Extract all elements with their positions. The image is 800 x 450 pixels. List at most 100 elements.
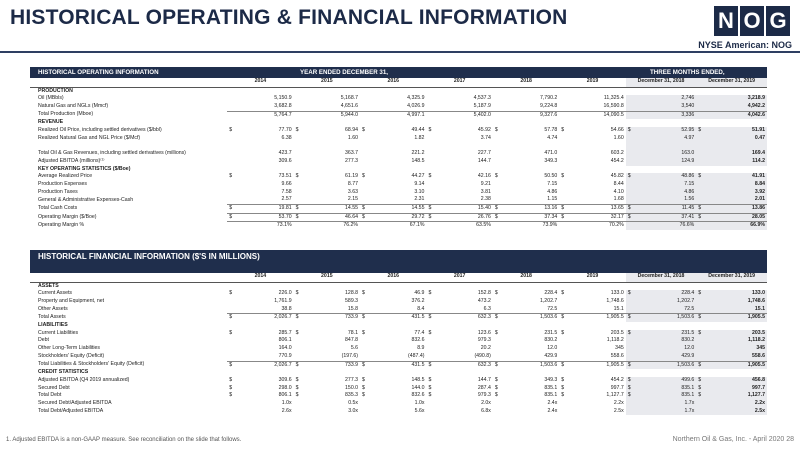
currency-symbol [696,150,705,158]
section-row: REVENUE [30,119,767,127]
currency-symbol [493,150,501,158]
value-cell: 431.5 [411,361,425,368]
currency-symbol [426,352,435,362]
currency-symbol [360,345,368,353]
value-cell: 44.27 [411,173,425,180]
value-cell: 733.9 [345,361,359,368]
currency-symbol [625,221,635,231]
currency-symbol [294,135,302,143]
currency-symbol [227,150,235,158]
currency-symbol: $ [362,392,365,399]
value-cell: 473.2 [477,297,491,304]
value-cell: 15.1 [704,305,767,315]
year-header-row: 2014 2015 2016 2017 2018 2019 December 31, 201… [30,273,767,283]
currency-symbol [294,181,302,189]
value-cell: 76.2% [343,222,359,229]
value-cell: 148.5 [411,376,425,383]
currency-symbol [559,352,568,362]
currency-symbol [294,337,302,345]
currency-symbol: $ [428,361,432,368]
value-cell: 203.5 [610,329,624,336]
currency-symbol [294,150,302,158]
value-cell: 2,746 [634,95,697,103]
currency-symbol [426,95,434,103]
value-cell: 3.63 [347,188,359,195]
value-cell: 48.86 [634,173,697,181]
currency-symbol [625,188,635,197]
currency-symbol [360,189,368,197]
value-cell: 277.3 [345,157,359,164]
value-cell: 835.1 [544,392,558,399]
currency-symbol [493,142,501,150]
value-cell: 5,187.9 [434,102,493,112]
currency-symbol [227,400,235,408]
row-label: Realized Oil Price, including settled de… [38,127,162,134]
currency-symbol [294,95,302,103]
operating-panel: HISTORICAL OPERATING INFORMATION YEAR EN… [30,67,767,231]
year-header: 2014 [227,78,294,88]
currency-symbol [493,189,501,197]
value-cell: 9,224.8 [501,102,560,112]
value-cell: 54.66 [610,127,624,134]
currency-symbol [492,196,502,206]
value-cell: 1,202.7 [634,297,697,306]
row-label: Adjusted EBITDA (Q4 2019 annualized) [38,376,130,383]
value-cell: 77.4 [414,329,425,336]
operating-title: HISTORICAL OPERATING INFORMATION [38,69,159,76]
year-header-row: 2014 2015 2016 2017 2018 2019 December 31, 201… [30,78,767,88]
value-cell: 128.8 [345,290,359,297]
table-row: Total Debt $806.1 $835.3 $832.6 $979.3 $835.1… [30,392,767,401]
value-cell: 13.16 [501,204,560,214]
row-label: Other Assets [38,305,68,312]
currency-symbol: $ [494,361,498,368]
value-cell: 14.55 [301,204,361,214]
value-cell: 3.74 [480,134,491,141]
table-row: Total Liabilities & Stockholders' Equity… [30,361,767,370]
row-label: Operating Margin % [38,222,85,229]
value-cell: 150.0 [345,384,359,391]
currency-symbol: $ [360,204,369,214]
table-row: Operating Margin % 73.1% 76.2% 67.1% 63.5% 73… [30,221,767,231]
value-cell: 1.82 [414,134,425,141]
value-cell: 2.2x [613,400,624,407]
value-cell: 51.91 [704,127,767,135]
table-row: Adjusted EBITDA (millions)⁽¹⁾ 309.6 277.3 1… [30,157,767,166]
currency-symbol: $ [696,213,705,223]
value-cell: 8.9 [417,345,425,352]
currency-symbol: $ [362,376,365,383]
value-cell: 558.6 [704,352,767,362]
currency-symbol: $ [492,204,502,214]
currency-symbol [360,400,368,408]
year-header: 2014 [227,273,294,283]
value-cell [568,142,626,150]
value-cell: 1,905.5 [606,314,624,321]
currency-symbol [559,189,567,197]
currency-symbol [360,181,368,189]
value-cell: 1,127.7 [606,392,624,399]
value-cell: 38.8 [235,305,294,315]
currency-symbol [696,180,705,189]
logo-letter: N [714,6,738,36]
value-cell: 5.6 [350,345,359,352]
value-cell: 133.0 [704,290,767,298]
value-cell: 770.9 [235,352,294,362]
value-cell: 123.6 [477,329,491,336]
value-cell: 3,682.8 [235,102,294,112]
currency-symbol [426,150,434,158]
currency-symbol: $ [625,204,635,214]
currency-symbol [493,111,501,119]
currency-symbol: $ [295,361,299,368]
currency-symbol: $ [295,173,299,180]
row-label [30,142,227,150]
value-cell: 847.8 [345,337,359,344]
table-row: Property and Equipment, net 1,761.9 589.3 3… [30,297,767,306]
year-header: December 31, 2018 [625,78,697,88]
currency-symbol: $ [428,376,432,383]
currency-symbol: $ [229,361,233,368]
operating-header: HISTORICAL OPERATING INFORMATION YEAR EN… [30,67,767,78]
currency-symbol [696,157,705,166]
row-label: Stockholders' Equity (Deficit) [38,353,105,360]
value-cell: 3,540 [634,102,697,112]
currency-symbol [360,352,369,362]
currency-symbol [696,407,705,416]
